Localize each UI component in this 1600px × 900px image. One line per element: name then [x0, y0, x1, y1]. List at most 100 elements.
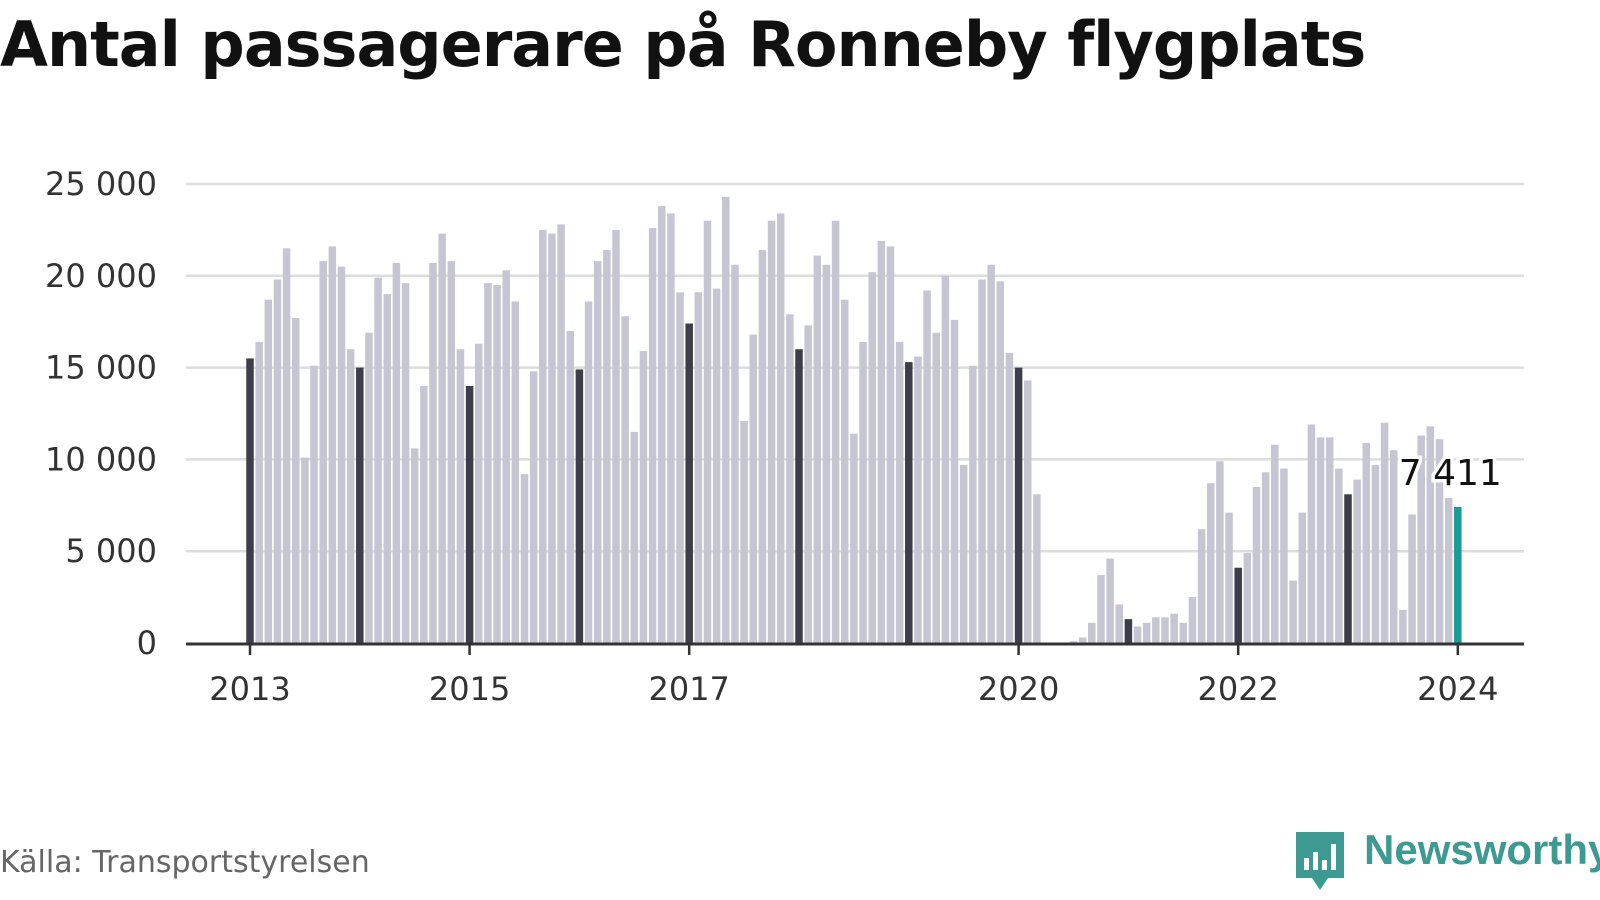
bar	[1161, 617, 1169, 643]
bar	[859, 341, 867, 643]
bar	[301, 457, 309, 643]
bar	[850, 433, 858, 643]
bar	[1325, 437, 1334, 643]
bar	[493, 284, 501, 643]
bar	[365, 332, 373, 643]
bar	[593, 261, 602, 643]
bar	[1435, 439, 1444, 643]
bar	[1408, 514, 1416, 643]
bar	[1216, 461, 1224, 643]
bar	[447, 261, 456, 643]
bar	[1152, 617, 1160, 643]
bar	[1426, 426, 1435, 643]
bar	[895, 341, 904, 643]
bar	[1024, 380, 1032, 643]
bar	[502, 270, 510, 643]
x-tick-label: 2024	[1417, 670, 1498, 708]
bar	[337, 266, 346, 643]
bar	[273, 279, 282, 643]
y-tick-label: 10 000	[45, 440, 157, 478]
bar	[621, 316, 629, 643]
bar	[969, 365, 977, 643]
brand-name: Newsworthy	[1364, 826, 1600, 873]
bar	[722, 196, 730, 643]
bar	[1298, 512, 1306, 643]
x-tick-label: 2017	[648, 670, 729, 708]
bar	[1078, 637, 1087, 643]
bar	[401, 283, 410, 643]
bar	[1353, 479, 1361, 643]
bar	[310, 365, 318, 643]
bar	[914, 356, 922, 643]
bar-january	[246, 358, 254, 643]
bar	[438, 233, 446, 643]
bar	[676, 292, 684, 643]
bar	[392, 262, 401, 643]
x-tick-label: 2020	[978, 670, 1059, 708]
bar	[328, 246, 337, 644]
bar-january	[1014, 367, 1023, 643]
bar	[1115, 604, 1123, 643]
bar	[712, 288, 721, 643]
bar-january	[1234, 567, 1242, 643]
bar	[529, 371, 538, 643]
bar	[456, 349, 465, 643]
bar	[886, 246, 895, 644]
bar	[667, 213, 675, 643]
bar	[612, 229, 620, 643]
y-tick-label: 25 000	[45, 165, 157, 203]
annotation: 7 411	[1395, 449, 1505, 497]
bar-january	[795, 349, 803, 643]
bar	[420, 385, 428, 643]
y-tick-label: 20 000	[45, 257, 157, 295]
bar	[520, 474, 529, 643]
bar	[648, 228, 657, 643]
bar	[749, 334, 757, 643]
bar	[484, 283, 492, 643]
bar-january	[356, 367, 364, 643]
bar	[703, 220, 712, 643]
bar	[319, 261, 327, 643]
bar-january	[575, 369, 584, 643]
bar	[1207, 483, 1215, 643]
bar	[740, 420, 748, 643]
bar	[804, 325, 812, 643]
bar	[786, 314, 794, 643]
bar-january	[1124, 619, 1133, 643]
chart-title: Antal passagerare på Ronneby flygplats	[0, 8, 1366, 81]
bar	[511, 301, 520, 643]
brand[interactable]: Newsworthy	[1292, 826, 1600, 900]
bar-january	[1344, 494, 1352, 643]
bar	[1252, 486, 1261, 643]
bar	[1316, 437, 1325, 643]
bar	[410, 448, 419, 643]
bar	[639, 351, 648, 643]
bar	[557, 224, 565, 643]
bar	[776, 213, 785, 643]
annotation-label: 7 411	[1399, 453, 1502, 494]
bar	[1106, 558, 1114, 643]
bar	[932, 332, 940, 643]
bar	[374, 277, 382, 643]
x-tick-label: 2013	[209, 670, 290, 708]
y-tick-label: 15 000	[45, 349, 157, 387]
bar	[548, 233, 556, 643]
bar	[1225, 512, 1233, 643]
bar	[346, 349, 355, 643]
x-axis: 2013 2015 2017 2020 2022 2024	[186, 642, 1524, 708]
bar	[292, 318, 300, 643]
bar	[566, 330, 574, 643]
bar	[282, 248, 291, 643]
bar	[1133, 626, 1142, 643]
bar	[941, 275, 950, 643]
bar	[429, 262, 437, 643]
bar	[758, 250, 767, 643]
bar	[603, 250, 611, 643]
bar	[1097, 575, 1105, 643]
bar	[731, 264, 739, 643]
bar	[1179, 622, 1188, 643]
y-axis: 0 5 000 10 000 15 000 20 000 25 000	[45, 165, 157, 662]
bar-january	[905, 362, 913, 643]
bar	[1399, 609, 1407, 643]
bar	[841, 299, 849, 643]
